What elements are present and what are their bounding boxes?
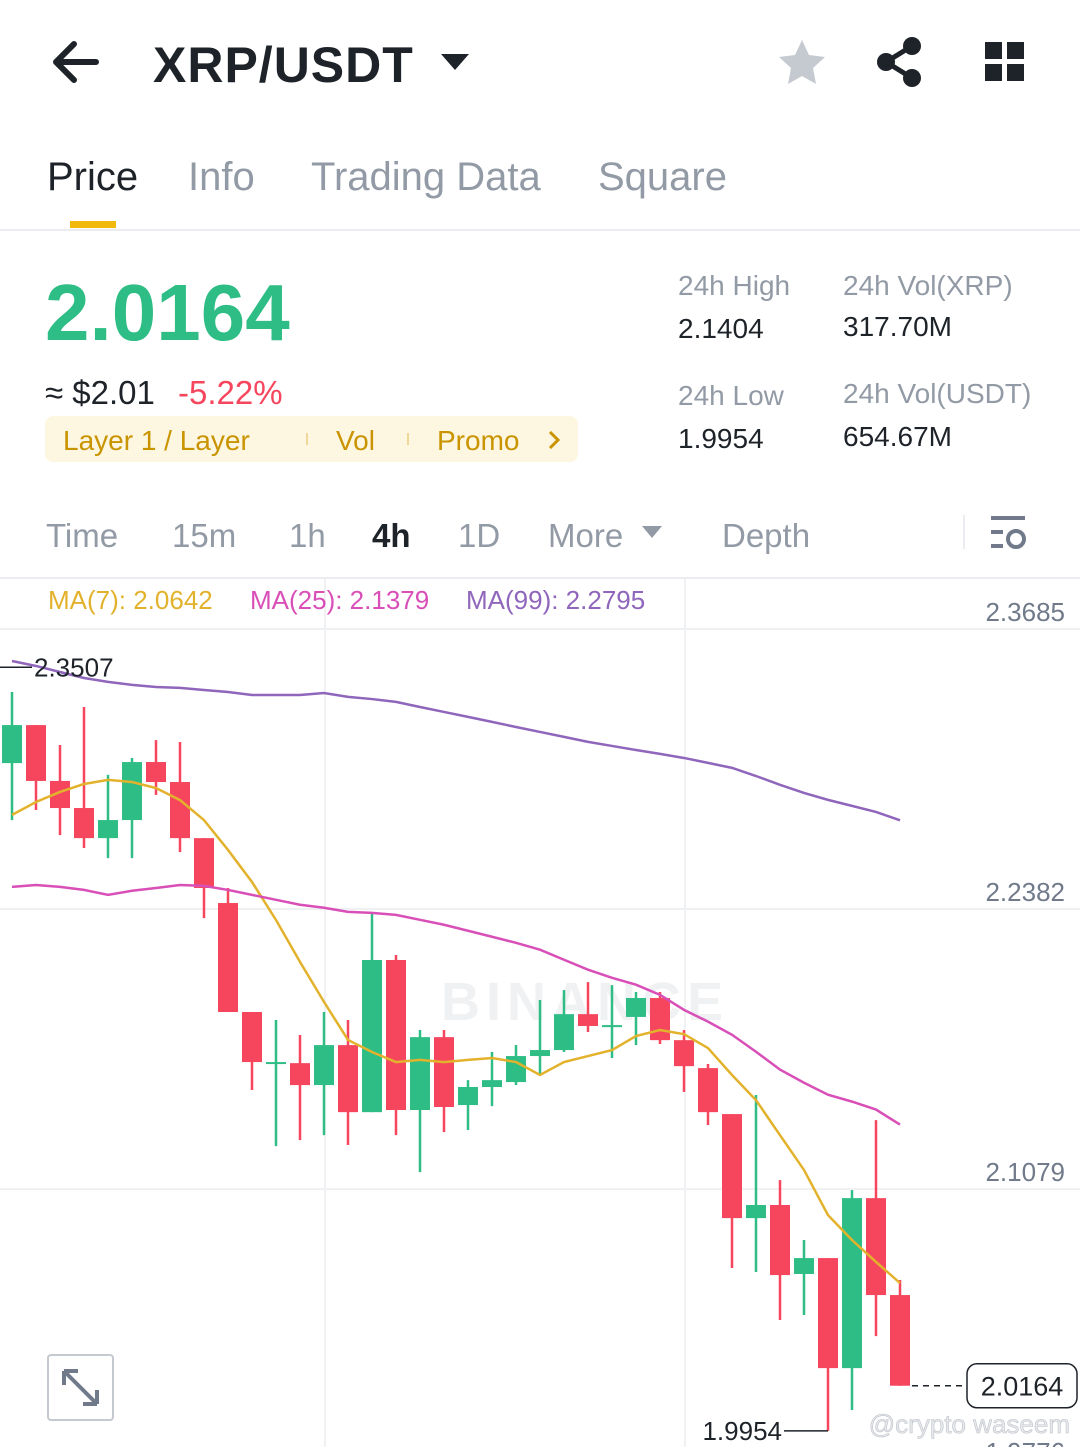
candle-body bbox=[890, 1295, 910, 1386]
candle-body bbox=[122, 762, 142, 821]
candle-body bbox=[554, 1014, 574, 1051]
tab-indicator bbox=[70, 221, 116, 228]
candle-body bbox=[578, 1014, 598, 1026]
candle-body bbox=[698, 1068, 718, 1113]
layout-button[interactable] bbox=[985, 42, 1024, 81]
more-dropdown[interactable] bbox=[642, 526, 662, 538]
last-price: 2.0164 bbox=[45, 268, 290, 357]
divider bbox=[0, 577, 1080, 579]
timeframe[interactable]: 15m bbox=[172, 517, 236, 554]
candle-body bbox=[842, 1198, 862, 1369]
candle-body bbox=[674, 1040, 694, 1067]
tag[interactable]: Promo bbox=[437, 425, 519, 456]
pair-dropdown[interactable] bbox=[441, 54, 469, 70]
stat-label: 24h Low bbox=[678, 380, 785, 411]
candle-body bbox=[410, 1037, 430, 1111]
stat-value: 317.70M bbox=[843, 311, 952, 342]
candle-body bbox=[650, 998, 670, 1041]
back-button[interactable] bbox=[53, 41, 99, 83]
y-tick-label: 2.3685 bbox=[985, 597, 1065, 627]
candle-body bbox=[434, 1037, 454, 1107]
candle-body bbox=[290, 1063, 310, 1086]
pair-title[interactable]: XRP/USDT bbox=[153, 37, 414, 93]
share-button[interactable] bbox=[877, 37, 921, 87]
candle-body bbox=[194, 838, 214, 888]
expand-button[interactable] bbox=[47, 1354, 114, 1421]
stat-label: 24h High bbox=[678, 270, 790, 301]
candle-body bbox=[26, 725, 46, 781]
tab-active[interactable]: Price bbox=[47, 155, 138, 199]
candle-body bbox=[338, 1045, 358, 1113]
candle-body bbox=[74, 808, 94, 839]
y-tick-label: 1.9776 bbox=[985, 1437, 1065, 1447]
low-label: 1.9954 bbox=[702, 1416, 782, 1446]
timeframe-more[interactable]: More bbox=[548, 517, 623, 554]
ma-legend: MA(7): 2.0642 bbox=[48, 585, 213, 615]
divider bbox=[0, 229, 1080, 231]
ma-legend: MA(25): 2.1379 bbox=[250, 585, 429, 615]
last-price-box bbox=[966, 1362, 1078, 1409]
candle-body bbox=[770, 1204, 790, 1276]
tag-separator bbox=[306, 433, 308, 445]
candle-body bbox=[50, 780, 70, 809]
y-tick-label: 2.1079 bbox=[985, 1157, 1065, 1187]
tab[interactable]: Trading Data bbox=[311, 155, 542, 199]
candle-body bbox=[458, 1087, 478, 1106]
candle-body bbox=[146, 762, 166, 783]
candle-body bbox=[746, 1204, 766, 1219]
candle-body bbox=[2, 725, 22, 764]
separator bbox=[963, 515, 965, 549]
candle-body bbox=[98, 820, 118, 839]
timeframe-active[interactable]: 4h bbox=[372, 517, 411, 554]
candle-body bbox=[626, 998, 646, 1017]
timeframe[interactable]: 1h bbox=[289, 517, 326, 554]
tab[interactable]: Info bbox=[188, 155, 255, 199]
candle-body bbox=[866, 1198, 886, 1296]
ma-line bbox=[11, 659, 901, 822]
stat-label: 24h Vol(XRP) bbox=[843, 270, 1013, 301]
tag-bar bbox=[45, 416, 578, 462]
candle-body bbox=[818, 1258, 838, 1369]
candle-body bbox=[722, 1114, 742, 1219]
tag-separator bbox=[407, 433, 409, 445]
candle-body bbox=[530, 1050, 550, 1057]
candle-body bbox=[482, 1080, 502, 1088]
fiat-price: ≈ $2.01 bbox=[45, 374, 155, 411]
last-price-label: 2.0164 bbox=[981, 1372, 1064, 1402]
candlestick-chart: 2.36852.23822.10791.9776BINANCE2.35071.9… bbox=[0, 579, 1080, 1447]
stat-value: 2.1404 bbox=[678, 313, 764, 344]
tag-chevron[interactable] bbox=[548, 430, 561, 450]
high-label: 2.3507 bbox=[34, 652, 114, 682]
y-tick-label: 2.2382 bbox=[985, 877, 1065, 907]
ma-line bbox=[11, 778, 901, 1284]
stat-label: 24h Vol(USDT) bbox=[843, 378, 1031, 409]
candle-body bbox=[506, 1056, 526, 1083]
ma-line bbox=[11, 883, 901, 1126]
stat-value: 654.67M bbox=[843, 421, 952, 452]
timeframe[interactable]: 1D bbox=[458, 517, 500, 554]
tag[interactable]: Layer 1 / Layer bbox=[63, 425, 250, 456]
candle-body bbox=[170, 782, 190, 839]
credit: @crypto waseem bbox=[869, 1409, 1070, 1439]
candle-body bbox=[242, 1011, 262, 1063]
candle-body bbox=[314, 1045, 334, 1086]
ma-legend: MA(99): 2.2795 bbox=[466, 585, 645, 615]
candle-body bbox=[794, 1258, 814, 1274]
candle-body bbox=[602, 1025, 622, 1028]
favorite-star[interactable] bbox=[779, 40, 825, 84]
candle-body bbox=[266, 1062, 286, 1065]
stat-value: 1.9954 bbox=[678, 423, 764, 454]
timeframe[interactable]: Time bbox=[46, 517, 118, 554]
candle-body bbox=[386, 959, 406, 1111]
tab[interactable]: Square bbox=[598, 155, 727, 199]
candle-body bbox=[362, 959, 382, 1113]
depth-tab[interactable]: Depth bbox=[722, 517, 810, 554]
chart-settings[interactable] bbox=[991, 516, 1026, 549]
price-change: -5.22% bbox=[178, 374, 283, 411]
candle-body bbox=[218, 903, 238, 1012]
tag[interactable]: Vol bbox=[336, 425, 375, 456]
